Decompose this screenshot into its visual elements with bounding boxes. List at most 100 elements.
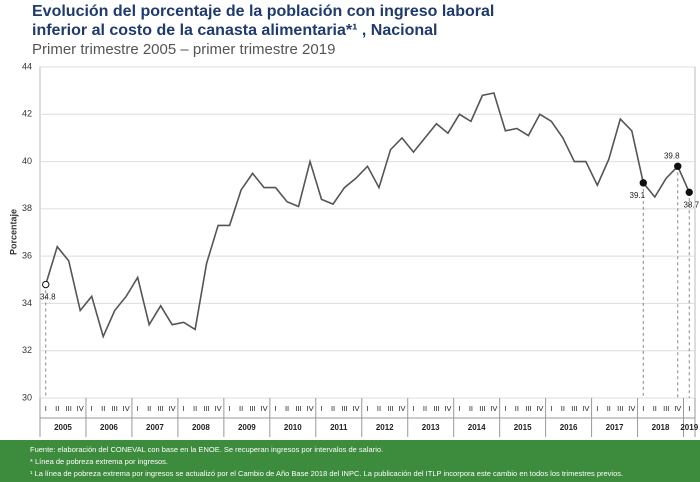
x-tick-label: III bbox=[433, 404, 439, 413]
x-tick-label: IV bbox=[123, 404, 130, 413]
x-tick-label: II bbox=[423, 404, 427, 413]
x-tick-label: I bbox=[137, 404, 139, 413]
y-axis-label: Porcentaje bbox=[8, 209, 18, 255]
chart-title: Evolución del porcentaje de la población… bbox=[32, 3, 494, 20]
year-label: 2019 bbox=[680, 423, 698, 432]
x-tick-label: IV bbox=[352, 404, 359, 413]
year-label: 2008 bbox=[192, 423, 210, 432]
x-tick-label: II bbox=[653, 404, 657, 413]
x-tick-label: III bbox=[249, 404, 255, 413]
footer: Fuente: elaboración del CONEVAL con base… bbox=[0, 440, 700, 482]
year-label: 2012 bbox=[376, 423, 394, 432]
x-tick-label: III bbox=[66, 404, 72, 413]
y-tick-label: 34 bbox=[22, 298, 32, 308]
x-tick-label: III bbox=[158, 404, 164, 413]
y-tick-label: 42 bbox=[22, 109, 32, 119]
x-tick-label: II bbox=[607, 404, 611, 413]
y-tick-label: 44 bbox=[22, 61, 32, 71]
x-tick-label: III bbox=[617, 404, 623, 413]
plot-frame bbox=[39, 66, 696, 399]
x-tick-label: II bbox=[239, 404, 243, 413]
x-tick-label: I bbox=[275, 404, 277, 413]
x-tick-label: III bbox=[387, 404, 393, 413]
year-label: 2005 bbox=[54, 423, 72, 432]
x-tick-label: IV bbox=[674, 404, 681, 413]
x-tick-label: II bbox=[377, 404, 381, 413]
data-label: 38.7 bbox=[683, 200, 699, 209]
y-tick-label: 32 bbox=[22, 345, 32, 355]
x-tick-label: II bbox=[331, 404, 335, 413]
year-label: 2006 bbox=[100, 423, 118, 432]
data-label: 34.8 bbox=[40, 293, 56, 302]
x-tick-label: IV bbox=[215, 404, 222, 413]
year-label: 2007 bbox=[146, 423, 164, 432]
footnote: ¹ La línea de pobreza extrema por ingres… bbox=[30, 469, 624, 478]
x-tick-label: I bbox=[366, 404, 368, 413]
x-tick-label: II bbox=[515, 404, 519, 413]
year-label: 2018 bbox=[652, 423, 670, 432]
point-marker bbox=[639, 179, 647, 187]
x-tick-label: IV bbox=[77, 404, 84, 413]
x-tick-label: IV bbox=[261, 404, 268, 413]
x-tick-label: IV bbox=[536, 404, 543, 413]
x-tick-label: I bbox=[320, 404, 322, 413]
y-tick-label: 40 bbox=[22, 156, 32, 166]
footnote: Fuente: elaboración del CONEVAL con base… bbox=[30, 445, 384, 454]
series-line bbox=[44, 92, 690, 339]
year-label: 2010 bbox=[284, 423, 302, 432]
x-tick-label: II bbox=[55, 404, 59, 413]
x-tick-label: I bbox=[550, 404, 552, 413]
chart-title: inferior al costo de la canasta alimenta… bbox=[32, 22, 437, 39]
x-tick-label: III bbox=[479, 404, 485, 413]
year-label: 2009 bbox=[238, 423, 256, 432]
year-label: 2011 bbox=[330, 423, 348, 432]
chart-subtitle: Primer trimestre 2005 – primer trimestre… bbox=[32, 41, 335, 58]
x-tick-label: IV bbox=[169, 404, 176, 413]
x-tick-label: III bbox=[525, 404, 531, 413]
y-tick-label: 36 bbox=[22, 251, 32, 261]
year-label: 2016 bbox=[560, 423, 578, 432]
x-tick-label: III bbox=[663, 404, 669, 413]
point-marker bbox=[674, 162, 682, 171]
x-tick-label: I bbox=[458, 404, 460, 413]
x-tick-label: III bbox=[341, 404, 347, 413]
x-tick-label: IV bbox=[306, 404, 313, 413]
year-label: 2014 bbox=[468, 423, 486, 432]
chart: Evolución del porcentaje de la población… bbox=[8, 3, 700, 437]
x-tick-label: I bbox=[229, 404, 231, 413]
x-tick-label: IV bbox=[398, 404, 405, 413]
x-tick-label: I bbox=[688, 404, 690, 413]
x-tick-label: IV bbox=[490, 404, 497, 413]
x-tick-label: I bbox=[45, 404, 47, 413]
point-marker bbox=[685, 188, 693, 197]
year-label: 2015 bbox=[514, 423, 532, 432]
x-tick-label: IV bbox=[628, 404, 635, 413]
year-label: 2013 bbox=[422, 423, 440, 432]
x-tick-label: III bbox=[571, 404, 577, 413]
data-label: 39.1 bbox=[630, 191, 646, 200]
x-tick-label: III bbox=[112, 404, 118, 413]
x-tick-label: I bbox=[183, 404, 185, 413]
x-tick-label: II bbox=[561, 404, 565, 413]
x-tick-label: I bbox=[504, 404, 506, 413]
y-tick-label: 30 bbox=[22, 392, 32, 402]
x-tick-label: I bbox=[596, 404, 598, 413]
x-tick-label: II bbox=[285, 404, 289, 413]
data-label: 39.8 bbox=[664, 151, 680, 160]
x-tick-label: II bbox=[147, 404, 151, 413]
x-tick-label: II bbox=[101, 404, 105, 413]
year-label: 2017 bbox=[606, 423, 624, 432]
point-marker bbox=[42, 280, 50, 289]
x-tick-label: II bbox=[193, 404, 197, 413]
y-tick-label: 38 bbox=[22, 203, 32, 213]
x-tick-label: IV bbox=[444, 404, 451, 413]
x-tick-label: II bbox=[469, 404, 473, 413]
footnote: * Línea de pobreza extrema por ingresos. bbox=[30, 457, 168, 466]
x-tick-label: I bbox=[91, 404, 93, 413]
x-tick-label: I bbox=[412, 404, 414, 413]
x-tick-label: I bbox=[642, 404, 644, 413]
x-tick-label: IV bbox=[582, 404, 589, 413]
x-tick-label: III bbox=[295, 404, 301, 413]
x-tick-label: III bbox=[203, 404, 209, 413]
